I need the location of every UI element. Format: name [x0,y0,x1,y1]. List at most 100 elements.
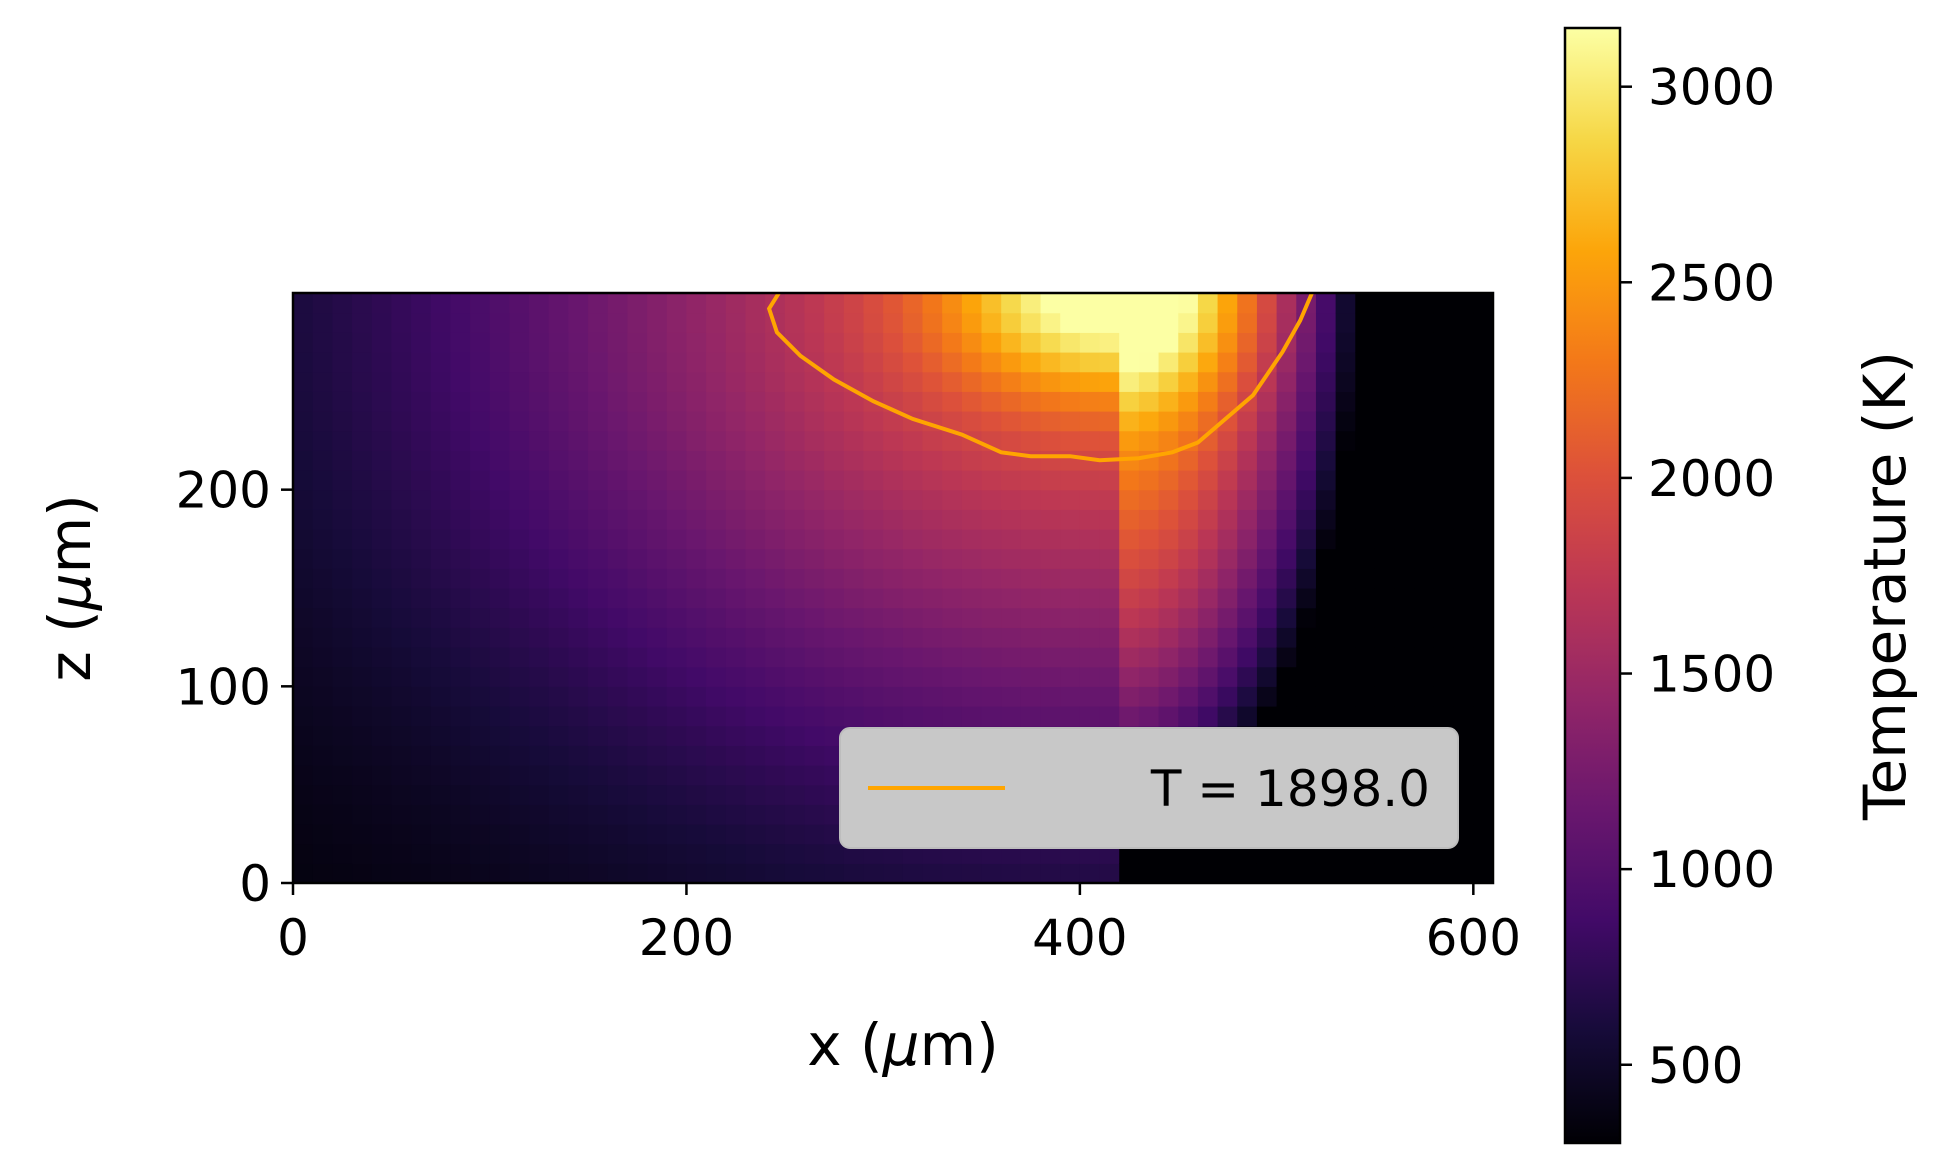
heatmap-cell [1060,450,1081,471]
heatmap-cell [391,548,412,569]
heatmap-cell [863,450,884,471]
heatmap-cell [961,470,983,491]
heatmap-cell [784,411,806,432]
heatmap-cell [1178,548,1199,569]
heatmap-cell [1296,332,1317,353]
heatmap-cell [666,725,688,746]
heatmap-cell [784,843,806,864]
heatmap-cell [1394,706,1415,727]
heatmap-cell [1001,411,1022,432]
heatmap-cell [1079,411,1101,432]
heatmap-cell [332,371,353,392]
heatmap-cell [706,332,727,353]
heatmap-cell [1414,607,1435,628]
heatmap-cell [470,863,491,883]
heatmap-cell [1296,509,1317,530]
heatmap-cell [1079,666,1101,687]
heatmap-cell [529,312,550,333]
heatmap-cell [1020,647,1042,668]
heatmap-cell [411,588,432,609]
heatmap-cell [1276,312,1297,333]
heatmap-cell [1178,509,1199,530]
heatmap-cell [1158,332,1179,353]
heatmap-cell [1256,489,1278,510]
heatmap-cell [509,450,530,471]
heatmap-cell [489,529,510,550]
heatmap-cell [824,843,845,864]
heatmap-cell [725,430,747,451]
heatmap-cell [1099,706,1120,727]
heatmap-cell [430,706,451,727]
heatmap-cell [293,824,314,845]
heatmap-cell [686,843,707,864]
heatmap-cell [430,804,451,825]
heatmap-cell [1335,706,1356,727]
heatmap-cell [1020,588,1042,609]
heatmap-cell [627,725,648,746]
heatmap-cell [706,411,727,432]
heatmap-cell [1001,391,1022,412]
heatmap-cell [981,588,1002,609]
heatmap-cell [627,607,648,628]
heatmap-cell [1335,312,1356,333]
heatmap-cell [1060,647,1081,668]
heatmap-cell [1296,627,1317,648]
heatmap-cell [1453,312,1474,333]
heatmap-cell [1296,391,1317,412]
heatmap-cell [1217,607,1238,628]
heatmap-cell [411,824,432,845]
heatmap-cell [745,686,766,707]
heatmap-cell [1040,666,1061,687]
heatmap-cell [1315,529,1337,550]
heatmap-cell [1256,647,1278,668]
heatmap-cell [804,824,825,845]
heatmap-cell [1119,863,1140,883]
heatmap-cell [293,371,314,392]
heatmap-cell [1197,607,1219,628]
heatmap-cell [883,529,904,550]
heatmap-cell [293,863,314,883]
heatmap-cell [1374,391,1396,412]
heatmap-cell [1099,607,1120,628]
heatmap-cell [450,666,471,687]
heatmap-cell [902,489,924,510]
heatmap-cell [1276,411,1297,432]
heatmap-cell [647,627,668,648]
heatmap-cell [450,312,471,333]
heatmap-cell [1355,352,1376,373]
heatmap-cell [489,312,510,333]
heatmap-cell [489,784,510,805]
heatmap-cell [1374,371,1396,392]
heatmap-cell [1237,568,1258,589]
heatmap-cell [588,332,609,353]
heatmap-cell [706,371,727,392]
heatmap-cell [1158,529,1179,550]
heatmap-cell [627,843,648,864]
heatmap-cell [863,470,884,491]
heatmap-cell [1001,548,1022,569]
heatmap-cell [470,588,491,609]
heatmap-cell [352,391,373,412]
heatmap-cell [1315,371,1337,392]
heatmap-cell [1040,607,1061,628]
heatmap-cell [1119,568,1140,589]
heatmap-cell [1296,568,1317,589]
heatmap-cell [548,765,570,786]
heatmap-cell [1473,293,1493,314]
heatmap-cell [430,391,451,412]
heatmap-cell [1020,627,1042,648]
heatmap-cell [843,588,865,609]
heatmap-cell [1217,312,1238,333]
heatmap-cell [922,647,943,668]
heatmap-cell [529,706,550,727]
heatmap-cell [902,391,924,412]
heatmap-cell [1178,489,1199,510]
heatmap-cell [371,706,392,727]
heatmap-cell [312,647,333,668]
heatmap-cell [1256,391,1278,412]
heatmap-cell [1433,706,1455,727]
heatmap-cell [332,332,353,353]
heatmap-cell [430,509,451,530]
heatmap-cell [352,450,373,471]
